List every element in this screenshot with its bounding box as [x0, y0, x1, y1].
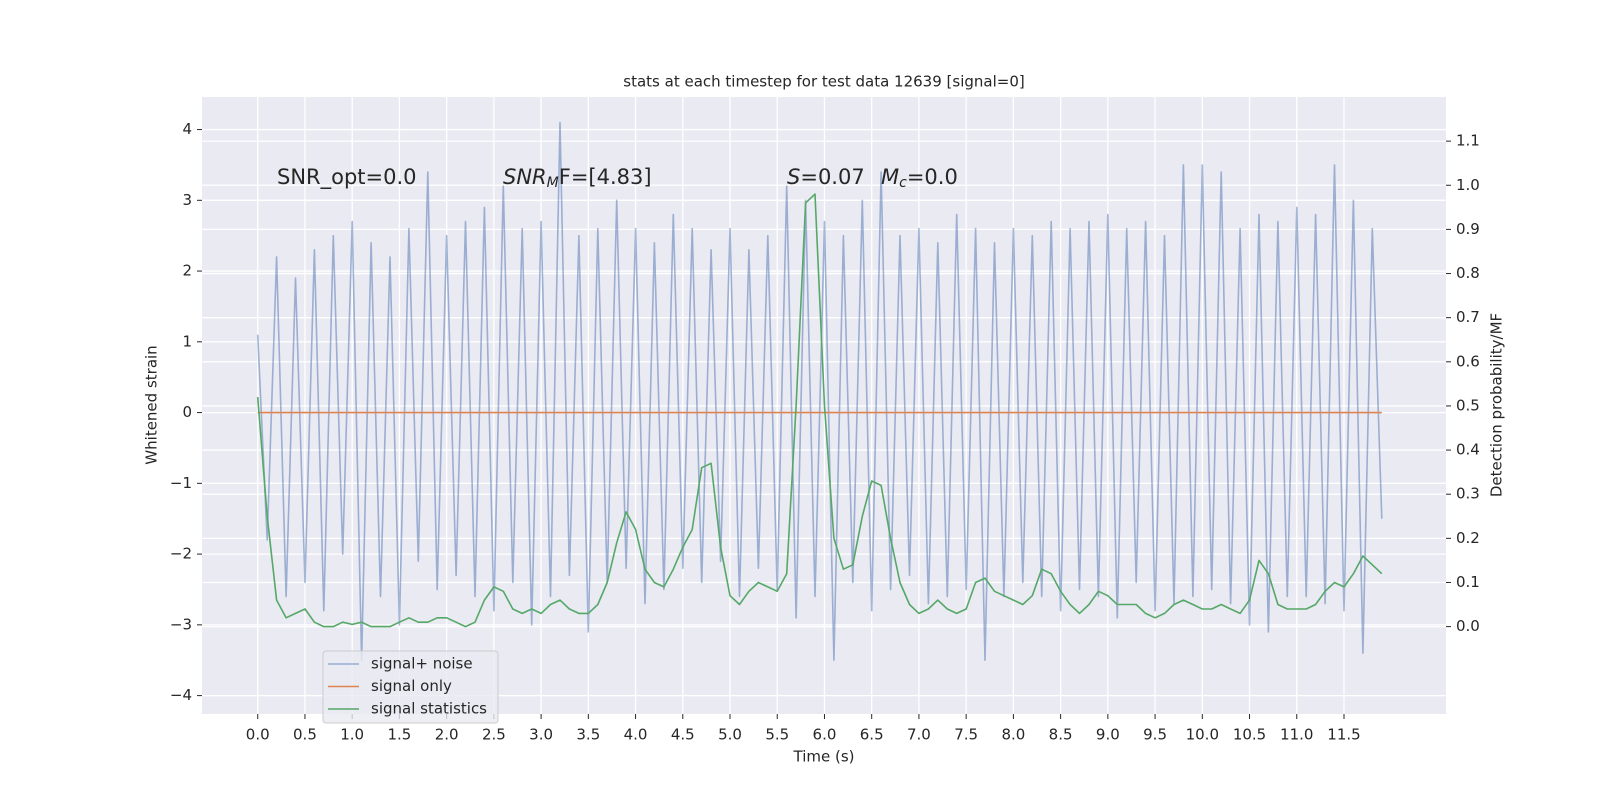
annotation: SNRMF=[4.83] [503, 165, 652, 191]
annotation-part: SNR [503, 165, 547, 189]
x-tick-label: 1.0 [340, 726, 364, 744]
x-tick-label: 6.0 [813, 726, 837, 744]
x-tick-label: 2.5 [482, 726, 506, 744]
y2-tick-label: 1.0 [1456, 176, 1480, 194]
x-tick-label: 10.0 [1186, 726, 1219, 744]
y2-tick-label: 0.8 [1456, 264, 1480, 282]
y2-tick-label: 0.9 [1456, 220, 1480, 238]
y2-tick-label: 0.1 [1456, 573, 1480, 591]
x-tick-label: 0.5 [293, 726, 317, 744]
y-tick-label: −1 [170, 474, 192, 492]
annotation-part: c [899, 175, 907, 191]
series-line [256, 121, 1383, 661]
y2-axis-label: Detection probability/MF [1488, 313, 1506, 497]
annotation-part: F=[4.83] [559, 165, 652, 189]
legend-label: signal+ noise [371, 655, 473, 673]
y2-tick-label: 0.6 [1456, 352, 1480, 370]
y-axis-label: Whitened strain [143, 345, 161, 464]
x-tick-label: 11.5 [1327, 726, 1360, 744]
y2-tick-label: 0.7 [1456, 308, 1480, 326]
annotation: S=0.07 [787, 165, 865, 189]
y-tick-label: 4 [182, 120, 192, 138]
series-line [256, 193, 1383, 628]
y2-tick-label: 0.4 [1456, 441, 1480, 459]
x-tick-label: 10.5 [1233, 726, 1266, 744]
y2-tick-label: 0.3 [1456, 485, 1480, 503]
x-tick-label: 5.5 [765, 726, 789, 744]
y-tick-label: 3 [182, 191, 192, 209]
x-tick-label: 8.5 [1049, 726, 1073, 744]
x-tick-label: 3.5 [576, 726, 600, 744]
x-tick-label: 1.5 [387, 726, 411, 744]
y-tick-label: −2 [170, 545, 192, 563]
x-tick-label: 6.5 [860, 726, 884, 744]
x-tick-label: 3.0 [529, 726, 553, 744]
x-axis-label: Time (s) [793, 748, 855, 766]
legend-label: signal only [371, 677, 452, 695]
legend-box [322, 650, 499, 724]
y-tick-label: 1 [182, 332, 192, 350]
x-tick-label: 11.0 [1280, 726, 1313, 744]
legend-label: signal statistics [371, 700, 487, 718]
x-tick-label: 5.0 [718, 726, 742, 744]
x-tick-label: 7.0 [907, 726, 931, 744]
annotation: SNR_opt=0.0 [277, 165, 417, 190]
x-tick-label: 2.0 [435, 726, 459, 744]
y-tick-label: −4 [170, 686, 192, 704]
y2-tick-label: 0.0 [1456, 617, 1480, 635]
annotation-part: M [547, 175, 559, 191]
x-tick-label: 8.0 [1001, 726, 1025, 744]
annotation-part: SNR_opt=0.0 [277, 165, 417, 190]
y-tick-label: −3 [170, 615, 192, 633]
chart-title: stats at each timestep for test data 126… [623, 73, 1024, 91]
x-tick-label: 0.0 [246, 726, 270, 744]
y2-tick-label: 1.1 [1456, 132, 1480, 150]
annotation-part: =0.0 [907, 165, 958, 189]
x-tick-label: 7.5 [954, 726, 978, 744]
x-tick-label: 4.0 [624, 726, 648, 744]
annotation-part: M [881, 165, 899, 189]
x-tick-label: 4.5 [671, 726, 695, 744]
y2-tick-label: 0.2 [1456, 529, 1480, 547]
annotation: Mc=0.0 [881, 165, 958, 191]
x-tick-label: 9.5 [1143, 726, 1167, 744]
y-tick-label: 2 [182, 262, 192, 280]
x-tick-label: 9.0 [1096, 726, 1120, 744]
annotation-part: S [787, 165, 800, 189]
y2-tick-label: 0.5 [1456, 396, 1480, 414]
annotation-part: =0.07 [800, 165, 864, 189]
y-tick-label: 0 [182, 403, 192, 421]
